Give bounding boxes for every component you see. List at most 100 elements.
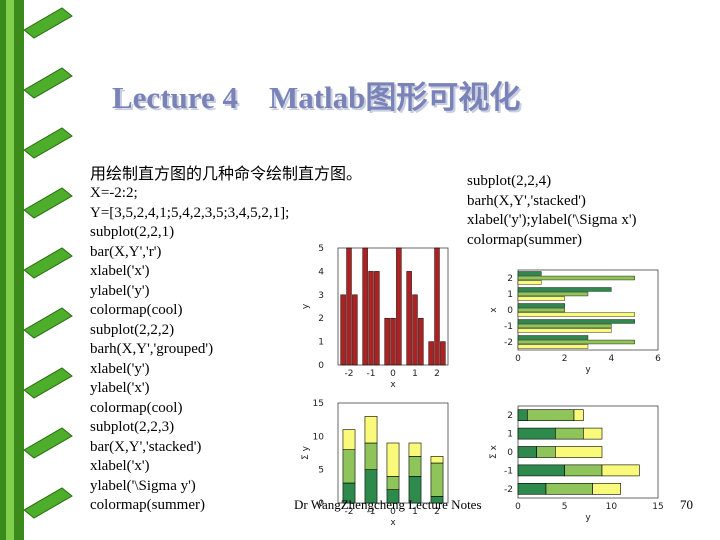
bar: [342, 429, 356, 450]
bar: [386, 442, 400, 477]
bar: [440, 341, 446, 366]
code-line: ylabel('\Sigma y'): [90, 477, 196, 494]
code-line: colormap(summer): [467, 231, 582, 248]
y-tick-label: 0: [318, 361, 324, 371]
footer-text: Dr WangZhengcheng Lecture Notes: [294, 497, 482, 512]
bar: [430, 462, 444, 497]
x-tick-label: 1: [412, 369, 418, 379]
y-tick-label: -1: [504, 322, 513, 332]
bar: [583, 427, 603, 440]
bar: [346, 247, 352, 366]
y-tick-label: 10: [313, 432, 325, 442]
bar: [342, 449, 356, 484]
bar: [517, 409, 528, 422]
x-tick-label: 5: [562, 502, 568, 512]
code-line: barh(X,Y','stacked'): [467, 192, 586, 209]
bar: [564, 464, 603, 477]
y-tick-label: 2: [507, 411, 513, 421]
x-tick-label: 1: [412, 507, 418, 517]
code-line: ylabel('y'): [90, 282, 150, 299]
y-tick-label: -1: [504, 466, 513, 476]
y-tick-label: 2: [507, 274, 513, 284]
bar: [592, 482, 621, 495]
code-line: barh(X,Y','grouped'): [90, 341, 214, 357]
subplot-3: [337, 402, 449, 504]
x-tick-label: 0: [515, 354, 521, 364]
decorative-sidebar: [0, 0, 73, 540]
bar: [374, 271, 380, 366]
bar: [406, 271, 412, 366]
x-tick-label: 2: [434, 507, 440, 517]
bar: [340, 294, 346, 366]
bar: [555, 446, 603, 458]
code-line: xlabel('y'): [90, 360, 150, 377]
y-tick-label: 0: [507, 306, 513, 316]
code-block-left: X=-2:2; Y=[3,5,2,4,1;5,4,2,3,5;3,4,5,2,1…: [90, 184, 289, 516]
y-tick-label: 0: [507, 448, 513, 458]
bar: [517, 464, 565, 477]
code-line: X=-2:2;: [90, 185, 138, 201]
bar: [517, 323, 612, 329]
bar: [517, 287, 612, 292]
bar: [396, 247, 402, 366]
x-tick-label: -2: [345, 507, 354, 517]
bar: [434, 247, 440, 366]
x-tick-label: 0: [390, 507, 396, 517]
bar: [601, 464, 640, 477]
bar: [573, 409, 584, 422]
x-axis-label: y: [585, 513, 591, 523]
bar: [517, 303, 565, 308]
bar: [517, 482, 547, 495]
subplot-4: [517, 405, 659, 499]
bar: [517, 275, 635, 281]
code-line: xlabel('y');ylabel('\Sigma x'): [467, 212, 637, 228]
code-line: Y=[3,5,2,4,1;5,4,2,3,5;3,4,5,2,1];: [90, 204, 290, 221]
bar: [430, 456, 444, 464]
bar: [517, 339, 635, 345]
bar: [386, 476, 400, 490]
y-tick-label: 0: [318, 499, 324, 509]
code-line: bar(X,Y','r'): [90, 243, 162, 260]
bar: [545, 482, 593, 495]
y-tick-label: 4: [318, 267, 324, 277]
bar: [517, 328, 612, 333]
y-tick-label: 1: [318, 338, 324, 348]
bar: [364, 416, 378, 444]
y-axis-label: x: [489, 307, 499, 313]
bar: [412, 294, 418, 366]
slide-subtitle: 用绘制直方图的几种命令绘制直方图。: [90, 164, 363, 183]
y-tick-label: 1: [507, 290, 513, 300]
code-line: subplot(2,2,3): [90, 419, 175, 435]
bar: [517, 280, 542, 285]
code-block-right: subplot(2,2,4) barh(X,Y','stacked') xlab…: [467, 172, 637, 250]
bar: [517, 307, 565, 313]
y-tick-label: 5: [318, 244, 324, 254]
code-line: colormap(summer): [90, 497, 205, 513]
code-line: subplot(2,2,1): [90, 224, 175, 240]
bar: [364, 442, 378, 470]
code-line: colormap(cool): [90, 302, 183, 318]
bar: [408, 456, 422, 477]
x-tick-label: 6: [655, 354, 661, 364]
bar: [428, 341, 434, 366]
x-axis-label: x: [390, 380, 396, 390]
x-tick-label: -1: [367, 369, 376, 379]
y-tick-label: 1: [507, 430, 513, 440]
y-tick-label: -2: [504, 338, 513, 348]
subplot-1: [337, 247, 449, 366]
x-tick-label: -2: [345, 369, 354, 379]
x-axis-label: x: [390, 518, 396, 528]
bar: [384, 317, 390, 366]
x-tick-label: -1: [367, 507, 376, 517]
bar: [408, 442, 422, 457]
x-tick-label: 2: [434, 369, 440, 379]
x-tick-label: 10: [606, 502, 618, 512]
x-tick-label: 15: [652, 502, 663, 512]
y-tick-label: 2: [318, 314, 324, 324]
code-line: colormap(cool): [90, 399, 183, 416]
code-line: xlabel('x'): [90, 263, 150, 279]
x-tick-label: 0: [515, 502, 521, 512]
x-tick-label: 2: [562, 354, 568, 364]
code-line: subplot(2,2,2): [90, 321, 175, 338]
